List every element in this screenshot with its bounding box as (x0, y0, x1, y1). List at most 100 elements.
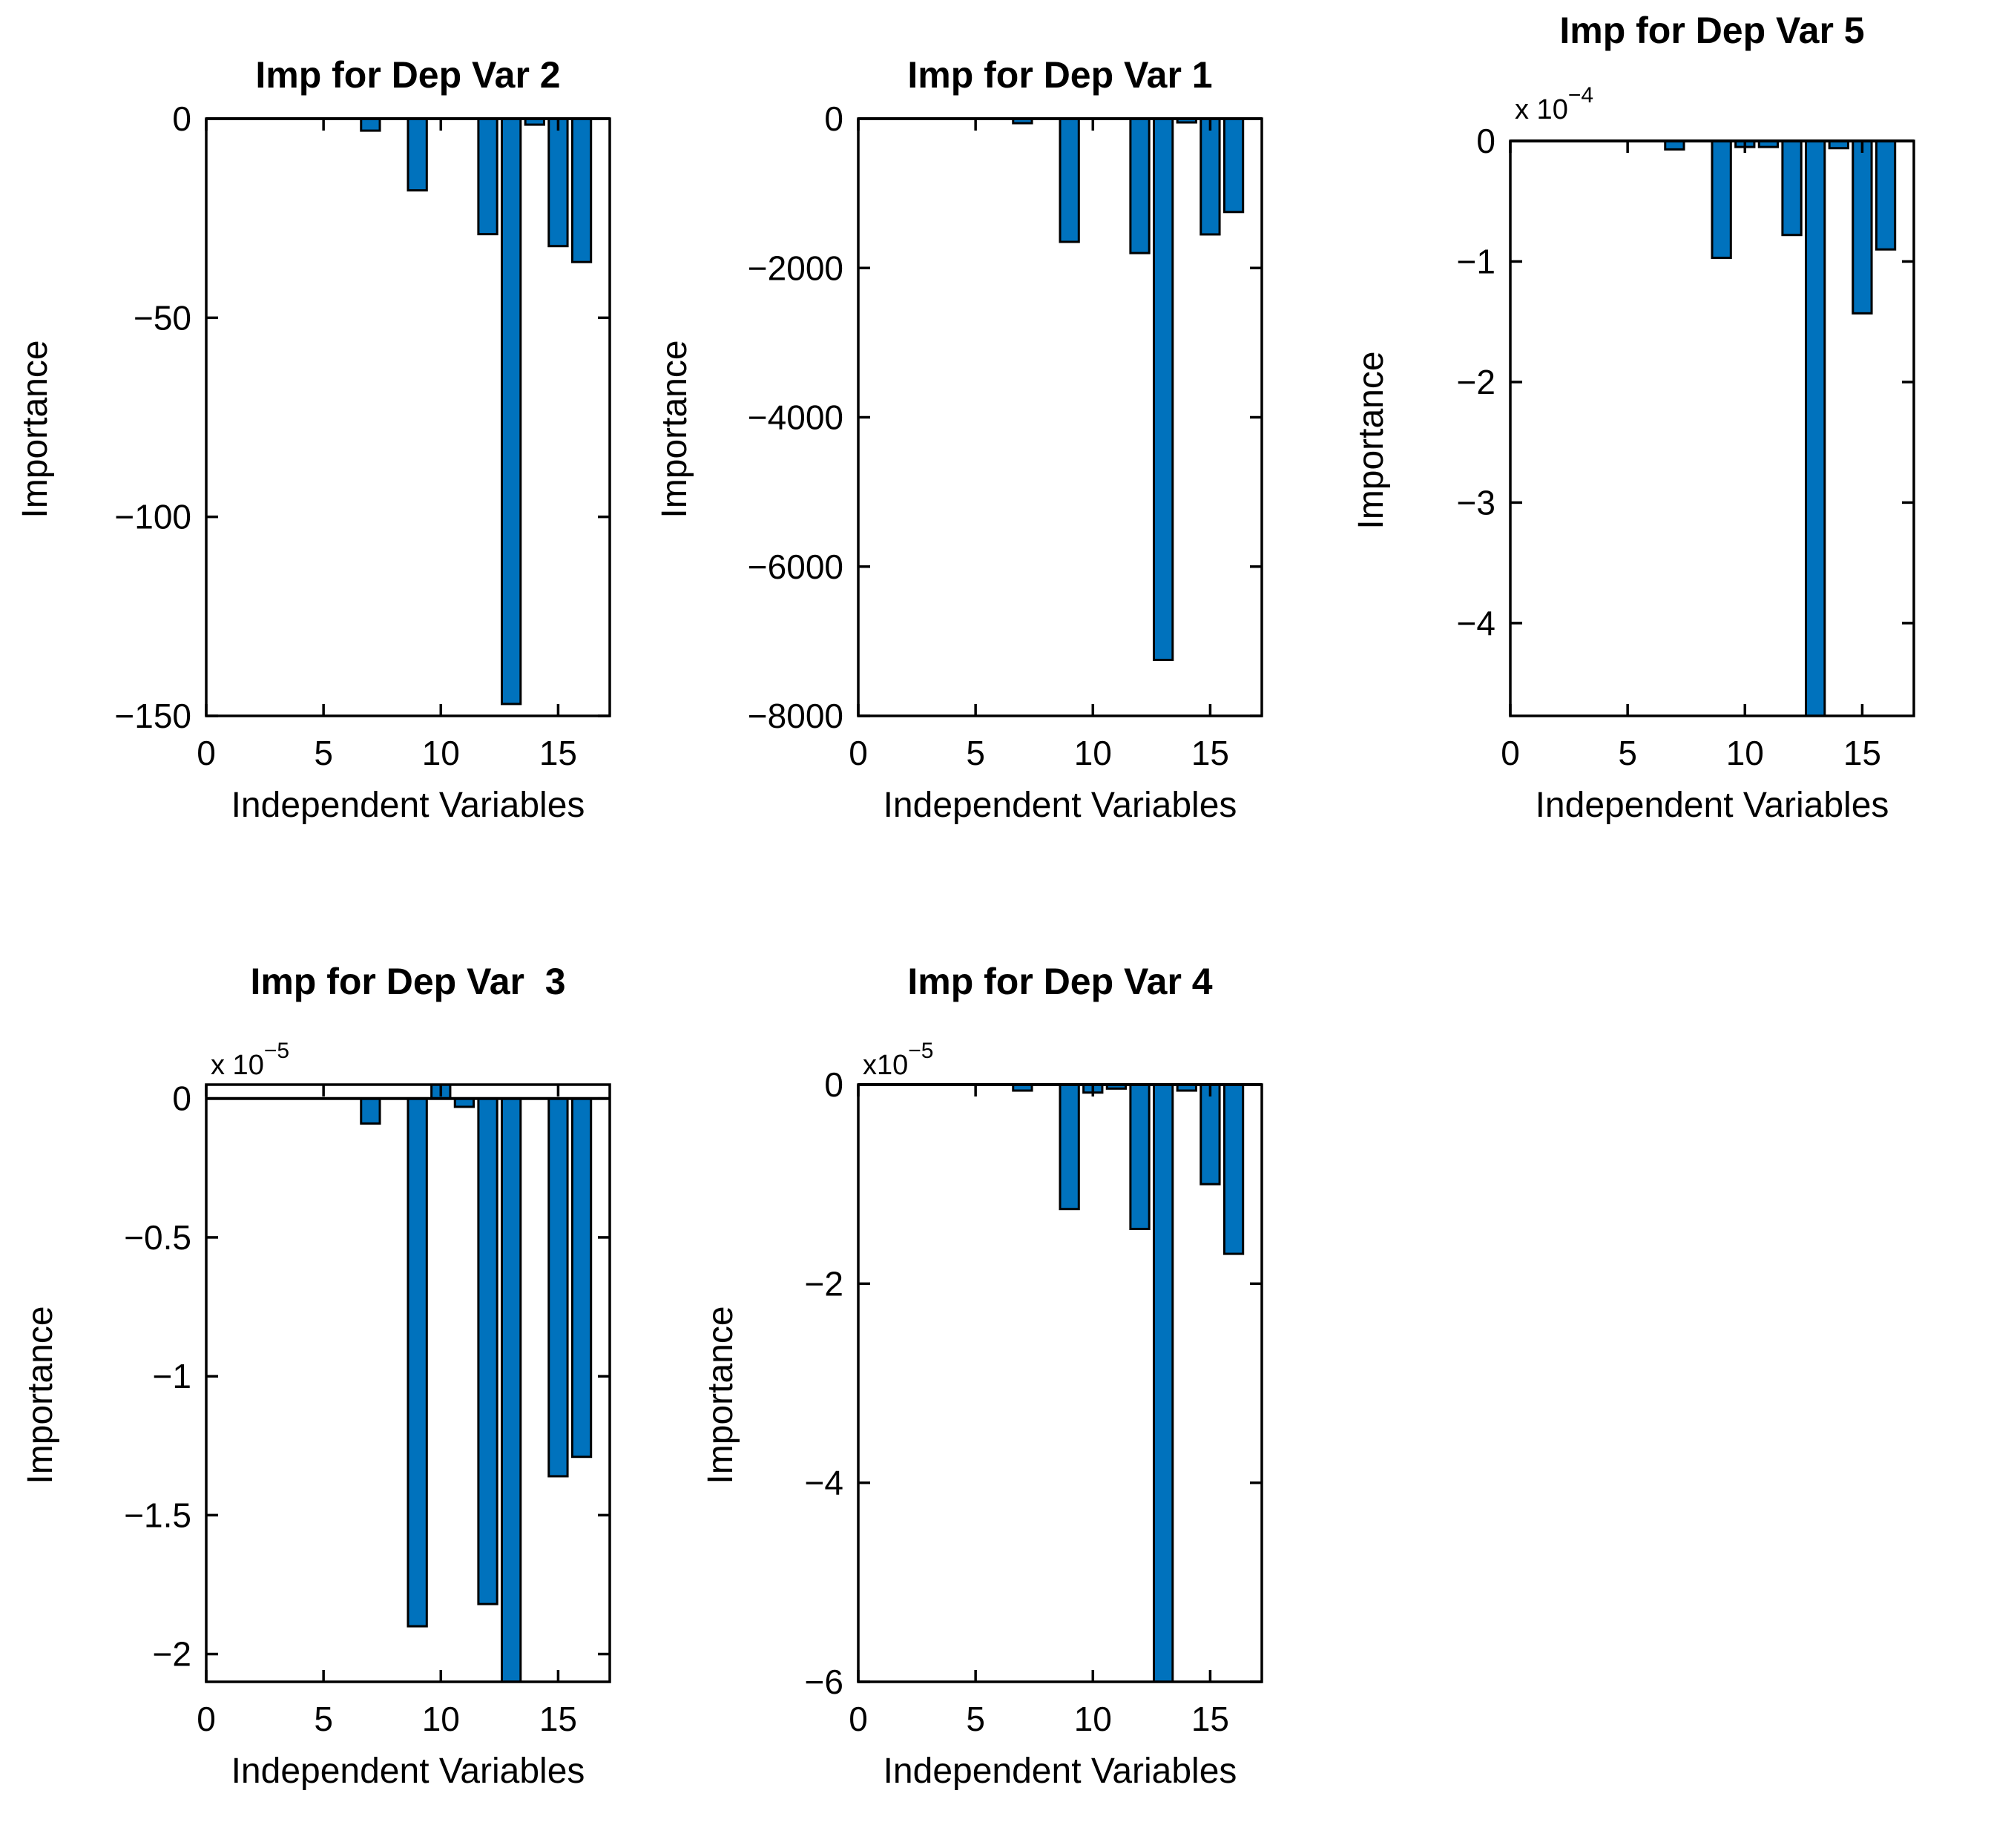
x-tick-label: 5 (314, 734, 333, 772)
x-tick-label: 0 (197, 1700, 216, 1738)
chart-imp-for-dep-var-5: 0 5 10 15 0 −1 −2 −3 −4 Imp for Dep Var 5 x 10−4 Im… (1352, 10, 1915, 825)
x-tick-label: 15 (539, 734, 577, 772)
y-tick-label: −150 (114, 697, 191, 735)
y-tick-label: −50 (134, 298, 191, 337)
bar-x14 (524, 119, 545, 126)
y-axis-label: Importance (1352, 351, 1391, 529)
y-axis-label: Importance (701, 1306, 740, 1484)
bar-x7 (1012, 119, 1033, 125)
x-tick-label: 10 (422, 734, 460, 772)
bar-x16 (1222, 119, 1245, 214)
y-axis-scale-label: x 10−4 (1515, 83, 1593, 125)
y-tick-label: −2 (1457, 363, 1495, 401)
bar-x7 (1664, 141, 1685, 151)
y-tick-label: −8000 (748, 697, 843, 735)
x-tick-label: 5 (966, 734, 985, 772)
chart-title: Imp for Dep Var 1 (907, 54, 1212, 96)
x-tick-label: 10 (1726, 734, 1764, 772)
y-tick-label: −1.5 (124, 1496, 191, 1534)
y-tick-label: 0 (824, 1065, 843, 1104)
bar-x12 (477, 1097, 498, 1605)
y-axis-label: Importance (21, 1306, 60, 1484)
x-tick-label: 10 (1074, 1700, 1112, 1738)
bar-x13 (1153, 119, 1174, 662)
x-axis-label: Independent Variables (231, 786, 585, 825)
x-tick-label: 15 (1843, 734, 1881, 772)
y-tick-label: 0 (172, 99, 191, 138)
y-tick-label: −1 (1457, 242, 1495, 280)
bar-x14 (1176, 1085, 1197, 1092)
y-tick-label: 0 (1476, 122, 1495, 160)
y-tick-label: −2 (805, 1264, 843, 1303)
axis-box (205, 1083, 611, 1683)
bar-x13 (501, 1097, 522, 1682)
bar-series (1012, 119, 1245, 662)
x-axis-label: Independent Variables (1536, 786, 1889, 825)
bar-x9 (1059, 119, 1080, 243)
bar-x16 (570, 119, 593, 263)
bar-series (360, 1085, 593, 1682)
x-tick-label: 0 (197, 734, 216, 772)
y-tick-label: −4 (805, 1464, 843, 1502)
bar-x15 (1199, 1085, 1221, 1186)
y-tick-label: 0 (172, 1079, 191, 1118)
chart-imp-for-dep-var-3: 0 5 10 15 0 −0.5 −1 −1.5 −2 Imp for Dep Var 3 x 10… (21, 961, 611, 1791)
x-tick-label: 15 (1191, 734, 1229, 772)
bar-x12 (1129, 1085, 1151, 1231)
y-tick-label: −4000 (748, 398, 843, 437)
bar-x14 (1828, 141, 1849, 150)
chart-imp-for-dep-var-2: 0 5 10 15 0 −50 −100 −150 Imp for Dep Var 2 Impor… (16, 54, 611, 825)
bar-x7 (360, 119, 381, 132)
bar-x11 (1105, 1085, 1128, 1090)
x-axis-label: Independent Variables (883, 1752, 1237, 1791)
bar-x9 (1711, 141, 1732, 260)
y-tick-label: −0.5 (124, 1218, 191, 1257)
bar-x15 (1199, 119, 1221, 236)
bar-x9 (407, 119, 428, 192)
x-tick-label: 0 (1501, 734, 1520, 772)
bar-series (360, 119, 593, 706)
chart-imp-for-dep-var-1: 0 5 10 15 0 −2000 −4000 −6000 −8000 Imp for Dep V… (655, 54, 1263, 825)
bar-series (1664, 141, 1897, 716)
x-tick-label: 5 (314, 1700, 333, 1738)
bar-x9 (1059, 1085, 1080, 1211)
bar-x15 (547, 119, 569, 248)
x-tick-label: 15 (1191, 1700, 1229, 1738)
y-tick-label: −4 (1457, 604, 1495, 642)
x-tick-label: 10 (1074, 734, 1112, 772)
chart-title: Imp for Dep Var 2 (255, 54, 560, 96)
bar-x7 (360, 1097, 381, 1125)
x-tick-label: 5 (966, 1700, 985, 1738)
chart-title: Imp for Dep Var 5 (1559, 10, 1864, 51)
bar-x12 (1129, 119, 1151, 254)
y-tick-label: −6000 (748, 548, 843, 586)
bar-x12 (1781, 141, 1803, 237)
y-tick-label: −2000 (748, 249, 843, 287)
axis-box (205, 117, 611, 717)
bar-x15 (1852, 141, 1873, 315)
bar-x16 (570, 1097, 593, 1459)
x-axis-label: Independent Variables (231, 1752, 585, 1791)
axis-box (1509, 139, 1915, 717)
bar-x14 (1176, 119, 1197, 124)
bar-x7 (1012, 1085, 1033, 1092)
y-axis-label: Importance (16, 340, 55, 518)
bar-series (1012, 1085, 1245, 1682)
x-tick-label: 0 (849, 1700, 868, 1738)
y-tick-label: 0 (824, 99, 843, 138)
y-axis-scale-label: x10−5 (863, 1039, 934, 1081)
bar-x11 (1757, 141, 1780, 148)
bar-x13 (501, 119, 522, 706)
chart-title: Imp for Dep Var 4 (907, 961, 1212, 1002)
bar-x13 (1153, 1085, 1174, 1682)
y-tick-label: −2 (153, 1635, 191, 1674)
x-tick-label: 5 (1618, 734, 1637, 772)
axis-box (857, 1083, 1263, 1683)
x-tick-label: 10 (422, 1700, 460, 1738)
y-tick-label: −1 (153, 1357, 191, 1395)
x-axis-label: Independent Variables (883, 786, 1237, 825)
y-tick-label: −100 (114, 498, 191, 536)
y-axis-scale-label: x 10−5 (211, 1039, 289, 1081)
